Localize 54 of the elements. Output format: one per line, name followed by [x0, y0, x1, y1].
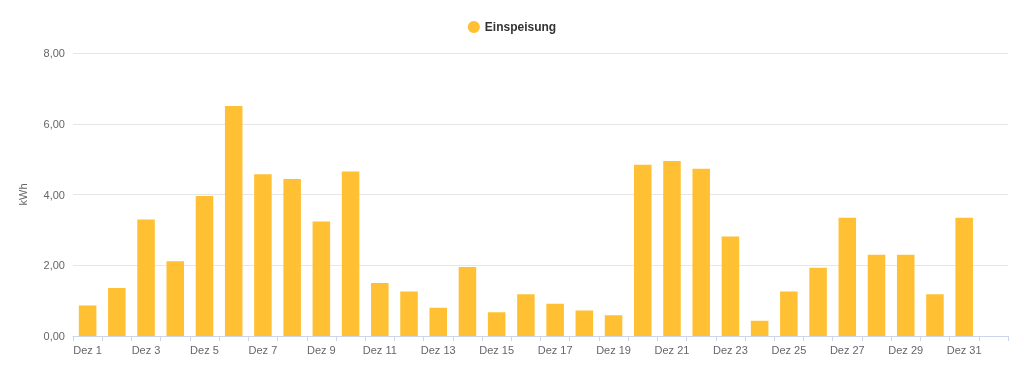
bar: [283, 178, 301, 336]
bar: [400, 291, 418, 336]
x-tick-label: Dez 1: [73, 343, 102, 356]
bar: [195, 195, 214, 336]
x-tick-label: Dez 21: [654, 343, 690, 356]
y-tick-label: 6,00: [43, 117, 65, 130]
bar: [137, 219, 155, 336]
y-tick-label: 0,00: [43, 330, 65, 342]
bar: [750, 320, 769, 336]
bar: [838, 217, 857, 336]
bar: [254, 174, 272, 336]
x-tick-label: Dez 17: [537, 343, 573, 356]
x-tick-label: Dez 31: [946, 343, 982, 356]
bar: [78, 305, 97, 336]
bar: [809, 267, 827, 336]
bar: [926, 294, 944, 336]
x-tick-label: Dez 23: [712, 343, 748, 356]
x-tick-label: Dez 7: [248, 343, 278, 356]
bar: [166, 261, 185, 336]
x-tick-label: Dez 5: [190, 343, 219, 356]
bar: [312, 221, 331, 336]
bar: [224, 106, 243, 336]
bar: [575, 310, 594, 336]
bar: [867, 254, 886, 336]
x-tick-label: Dez 29: [888, 343, 924, 356]
y-axis-title: kWh: [16, 183, 29, 206]
x-tick-label: Dez 13: [420, 343, 456, 356]
y-tick-label: 8,00: [43, 47, 65, 59]
bar: [108, 287, 126, 336]
bar: [604, 315, 623, 336]
x-tick-label: Dez 27: [829, 343, 865, 356]
bar: [896, 254, 915, 336]
bar: [458, 267, 477, 336]
y-tick-label: 2,00: [43, 259, 65, 272]
bar: [546, 303, 564, 336]
bar: [780, 291, 798, 336]
x-tick-label: Dez 25: [771, 343, 807, 356]
bar: [517, 294, 535, 336]
bar: [487, 312, 506, 336]
bar: [341, 171, 360, 336]
legend-label: Einspeisung: [484, 20, 557, 34]
bar: [663, 160, 681, 336]
x-tick-label: Dez 9: [306, 343, 336, 356]
x-tick-label: Dez 11: [362, 343, 397, 356]
x-tick-label: Dez 15: [479, 343, 515, 356]
bar: [634, 164, 652, 336]
x-tick-label: Dez 3: [131, 343, 161, 356]
bar: [429, 307, 447, 336]
bar: [955, 217, 973, 336]
x-tick-label: Dez 19: [596, 343, 631, 356]
y-tick-label: 4,00: [43, 188, 65, 201]
bar: [721, 236, 740, 336]
bar: [371, 282, 389, 336]
bar: [692, 168, 710, 336]
